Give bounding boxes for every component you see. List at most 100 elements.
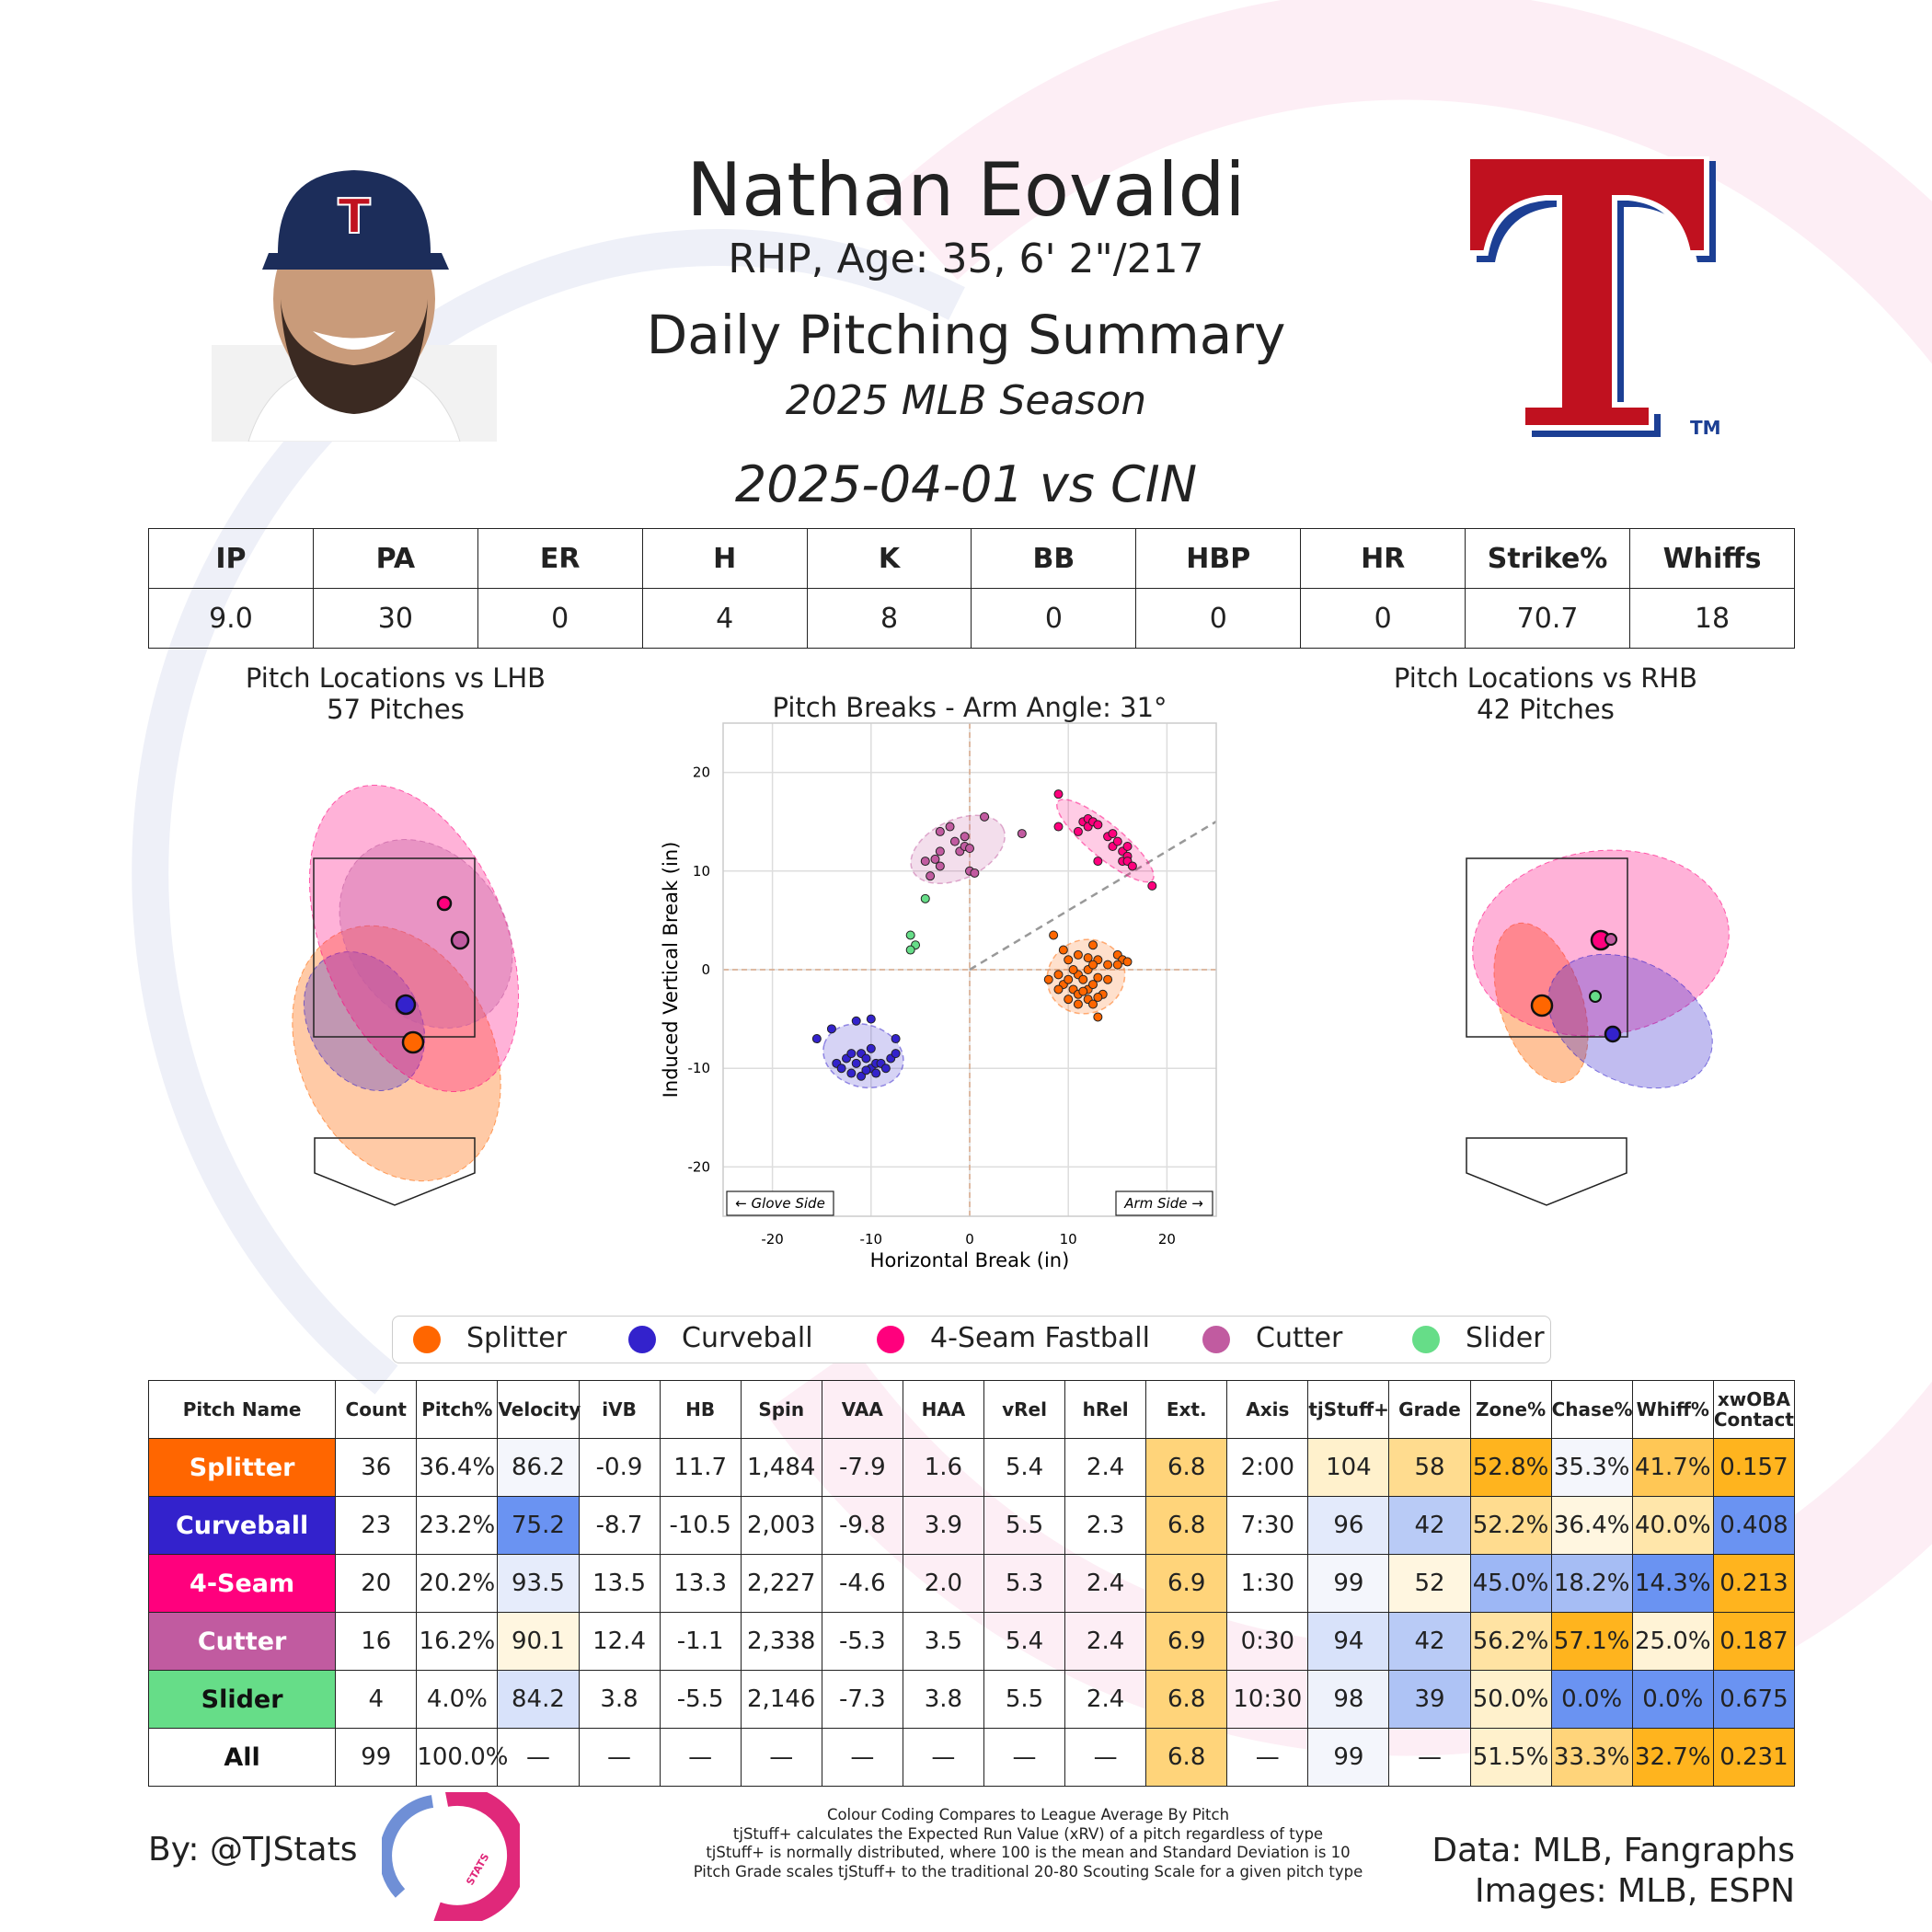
break-point-splitter — [1073, 999, 1083, 1009]
box-score-table: IP PA ER H K BB HBP HR Strike% Whiffs 9.… — [148, 528, 1795, 649]
pitch-table-cell: 25.0% — [1631, 1612, 1714, 1671]
pitch-table-cell: 14.3% — [1631, 1554, 1714, 1613]
break-point-4-seam-fastball — [1127, 861, 1137, 871]
break-point-splitter — [1064, 974, 1074, 984]
legend-item-cutter: Cutter — [1202, 1322, 1342, 1354]
pitch-table-cell: 2.4 — [1064, 1612, 1147, 1671]
pitch-table-row: Cutter 16 16.2% 90.1 12.4 -1.1 2,338 -5.3 3.5 5.4… — [147, 1612, 1796, 1671]
break-point-curveball — [846, 1068, 857, 1078]
pitch-table-cell: 2,227 — [740, 1554, 822, 1613]
pitch-table-cell: -10.5 — [659, 1496, 742, 1555]
break-point-splitter — [1093, 972, 1103, 983]
pitch-name-cell: Curveball — [147, 1496, 337, 1555]
pitch-table-cell: 51.5% — [1469, 1728, 1552, 1787]
pitch-table-cell: 90.1 — [497, 1612, 580, 1671]
y-tick-label: -20 — [688, 1158, 711, 1175]
arm-side-label: Arm Side → — [1115, 1190, 1213, 1216]
pitch-table-cell: 35.3% — [1550, 1438, 1633, 1497]
legend-dot — [1412, 1325, 1440, 1353]
pitch-table-cell: 0:30 — [1226, 1612, 1309, 1671]
lhb-plot-title: Pitch Locations vs LHB 57 Pitches — [184, 662, 607, 725]
note-line: Pitch Grade scales tjStuff+ to the tradi… — [693, 1862, 1363, 1880]
break-point-curveball — [866, 1014, 876, 1024]
break-point-4-seam-fastball — [1112, 836, 1122, 846]
break-point-splitter — [1093, 993, 1103, 1003]
pitch-table-cell: -9.8 — [821, 1496, 903, 1555]
break-point-splitter — [1078, 986, 1088, 996]
legend-item-4seam: 4-Seam Fastball — [877, 1322, 1150, 1354]
player-name: Nathan Eovaldi — [686, 147, 1246, 233]
break-point-4-seam-fastball — [1093, 820, 1103, 830]
pitch-table-cell: 3.8 — [578, 1670, 661, 1729]
break-point-cutter — [935, 846, 945, 857]
pitch-table-cell: 7:30 — [1226, 1496, 1309, 1555]
pitch-table-header: VAA — [821, 1380, 903, 1439]
break-point-splitter — [1103, 974, 1113, 984]
pitch-break-chart: -20 -10 0 10 20 20 10 0 -10 -20 ← Glove Side Arm … — [660, 722, 1217, 1271]
pitch-table-row: Splitter 36 36.4% 86.2 -0.9 11.7 1,484 -7.9 1.6 5… — [147, 1438, 1796, 1497]
break-point-4-seam-fastball — [1108, 829, 1118, 839]
pitch-table-cell: 84.2 — [497, 1670, 580, 1729]
legend-label: 4-Seam Fastball — [930, 1322, 1150, 1354]
box-value: 70.7 — [1465, 588, 1631, 649]
pitch-table-cell: 0.213 — [1712, 1554, 1796, 1613]
pitch-table-cell: -0.9 — [578, 1438, 661, 1497]
pitch-table-cell: 100.0% — [416, 1728, 508, 1787]
pitch-table-cell: 56.2% — [1469, 1612, 1552, 1671]
break-point-slider — [905, 930, 915, 940]
box-score-header-row: IP PA ER H K BB HBP HR Strike% Whiffs — [148, 528, 1795, 589]
pitch-table-cell: — — [497, 1728, 580, 1787]
pitch-table-cell: 0.408 — [1712, 1496, 1796, 1555]
pitch-table-header: HAA — [902, 1380, 984, 1439]
pitch-table-cell: 57.1% — [1550, 1612, 1633, 1671]
break-point-splitter — [1064, 995, 1074, 1005]
break-point-cutter — [930, 854, 940, 864]
pitch-name-cell: All — [147, 1728, 337, 1787]
rhb-home-plate — [1466, 1137, 1627, 1206]
rhb-cutter-avg — [1604, 933, 1617, 946]
break-chart-title: Pitch Breaks - Arm Angle: 31° — [772, 692, 1167, 723]
break-point-cutter — [965, 844, 974, 854]
note-line: tjStuff+ is normally distributed, where … — [706, 1844, 1351, 1861]
break-point-cutter — [1017, 829, 1027, 839]
lhb-pitch-count: 57 Pitches — [327, 694, 465, 725]
pitch-table-cell: 11.7 — [659, 1438, 742, 1497]
legend-dot — [628, 1325, 656, 1353]
lhb-curveball-avg — [395, 994, 417, 1016]
glove-side-label: ← Glove Side — [726, 1190, 834, 1216]
break-point-splitter — [1083, 953, 1093, 963]
pitch-table-cell: 4 — [335, 1670, 418, 1729]
box-header: HR — [1300, 528, 1466, 589]
pitch-table-cell: 98 — [1307, 1670, 1390, 1729]
break-point-splitter — [1053, 984, 1064, 995]
box-header: ER — [477, 528, 643, 589]
pitch-table-cell: 6.9 — [1145, 1554, 1228, 1613]
lhb-splitter-ellipse — [292, 925, 501, 1182]
break-point-curveball — [861, 1053, 871, 1064]
team-logo: TM — [1465, 156, 1721, 439]
pitch-table-cell: 18.2% — [1550, 1554, 1633, 1613]
pitch-table-cell: 5.4 — [983, 1438, 1066, 1497]
pitch-table-header: hRel — [1064, 1380, 1147, 1439]
pitch-table-cell: 1:30 — [1226, 1554, 1309, 1613]
pitch-table-cell: 5.4 — [983, 1612, 1066, 1671]
footer-notes: Colour Coding Compares to League Average… — [561, 1806, 1495, 1881]
pitch-table-cell: 3.5 — [902, 1612, 984, 1671]
box-header: BB — [971, 528, 1137, 589]
break-point-splitter — [1043, 974, 1053, 984]
pitch-table-cell: 32.7% — [1631, 1728, 1714, 1787]
pitch-table-cell: 2.4 — [1064, 1670, 1147, 1729]
pitch-table-row: Curveball 23 23.2% 75.2 -8.7 -10.5 2,003 -9.8 3.… — [147, 1496, 1796, 1555]
pitch-table-cell: 0.0% — [1550, 1670, 1633, 1729]
pitch-table-header: Whiff% — [1631, 1380, 1714, 1439]
break-point-splitter — [1068, 965, 1078, 974]
box-header: IP — [148, 528, 314, 589]
y-tick-label: 10 — [693, 863, 710, 880]
pitch-table-cell: 39 — [1388, 1670, 1471, 1729]
pitch-table-cell: 2,003 — [740, 1496, 822, 1555]
pitch-table-cell: 93.5 — [497, 1554, 580, 1613]
pitch-table-cell: -7.3 — [821, 1670, 903, 1729]
pitch-table-cell: 6.8 — [1145, 1670, 1228, 1729]
x-tick-label: 0 — [965, 1231, 974, 1248]
svg-text:← Glove Side: ← Glove Side — [735, 1195, 825, 1212]
